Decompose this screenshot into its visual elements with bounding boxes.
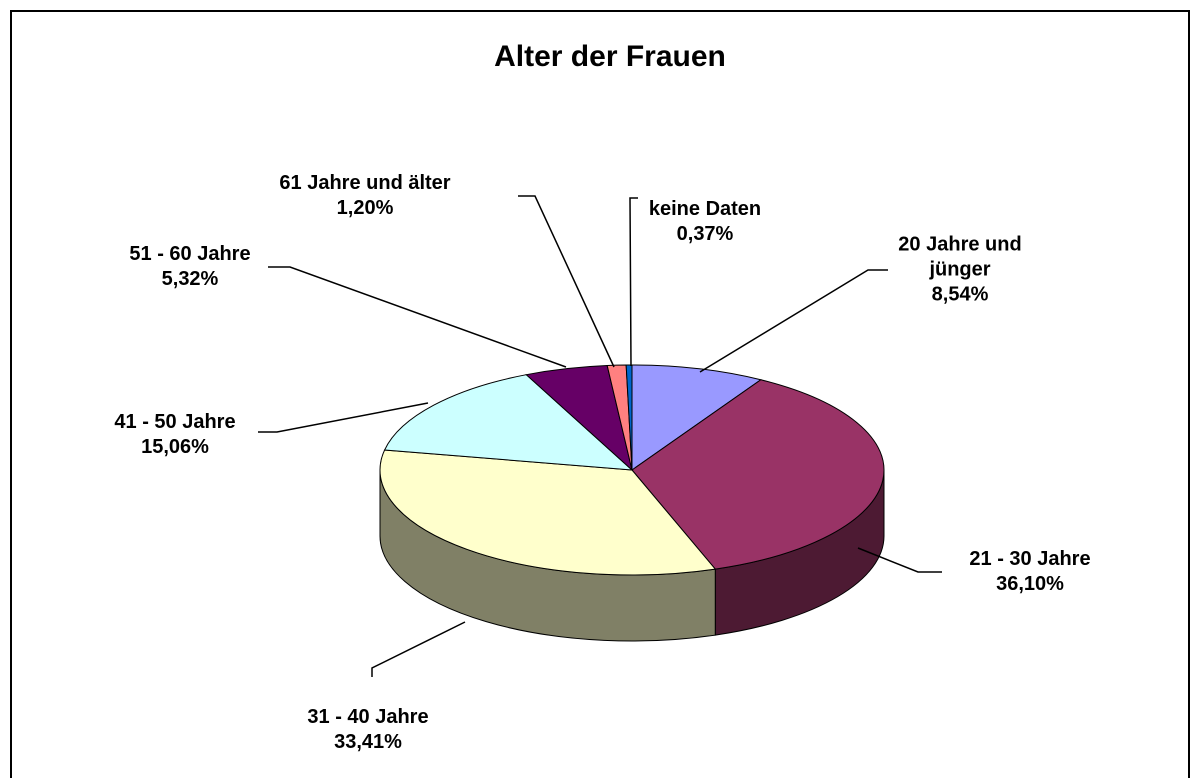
leader-line — [629, 197, 638, 367]
leader-line — [371, 621, 466, 677]
pie-slice — [625, 364, 633, 471]
slice-label: 21 - 30 Jahre 36,10% — [969, 547, 1090, 597]
leader-line — [258, 402, 429, 433]
category-label: 21 - 30 Jahre — [969, 548, 1091, 570]
chart-title: Alter der Frauen — [494, 40, 726, 73]
value-label: 36,10% — [996, 573, 1064, 595]
value-label: 0,37% — [676, 223, 734, 245]
slice-label: 31 - 40 Jahre 33,41% — [307, 705, 428, 755]
leader-line — [857, 547, 942, 573]
pie-slice — [631, 379, 885, 570]
pie-slice — [379, 449, 717, 576]
value-label: 5,32% — [161, 268, 219, 290]
category-label: 31 - 40 Jahre — [307, 706, 429, 728]
value-label: 15,06% — [141, 436, 209, 458]
category-label: 51 - 60 Jahre — [129, 243, 251, 265]
value-label: 33,41% — [334, 731, 402, 753]
category-label: 41 - 50 Jahre — [114, 411, 236, 433]
leader-line — [268, 266, 567, 368]
category-label: 61 Jahre und älter — [279, 172, 451, 194]
leader-line — [518, 195, 615, 368]
chart-border — [10, 10, 1190, 778]
slice-label: 20 Jahre und jünger 8,54% — [880, 233, 1040, 308]
leader-line — [699, 269, 888, 373]
value-label: 8,54% — [931, 283, 989, 306]
slice-label: 41 - 50 Jahre 15,06% — [114, 410, 235, 460]
pie-slice — [631, 364, 763, 471]
value-label: 1,20% — [336, 197, 394, 219]
pie-slice — [383, 374, 634, 471]
slice-label: 51 - 60 Jahre 5,32% — [129, 242, 250, 292]
slice-label: keine Daten 0,37% — [649, 197, 761, 247]
category-label: 20 Jahre und jünger — [898, 233, 1022, 281]
category-label: keine Daten — [648, 198, 762, 220]
slice-label: 61 Jahre und älter 1,20% — [279, 171, 450, 221]
